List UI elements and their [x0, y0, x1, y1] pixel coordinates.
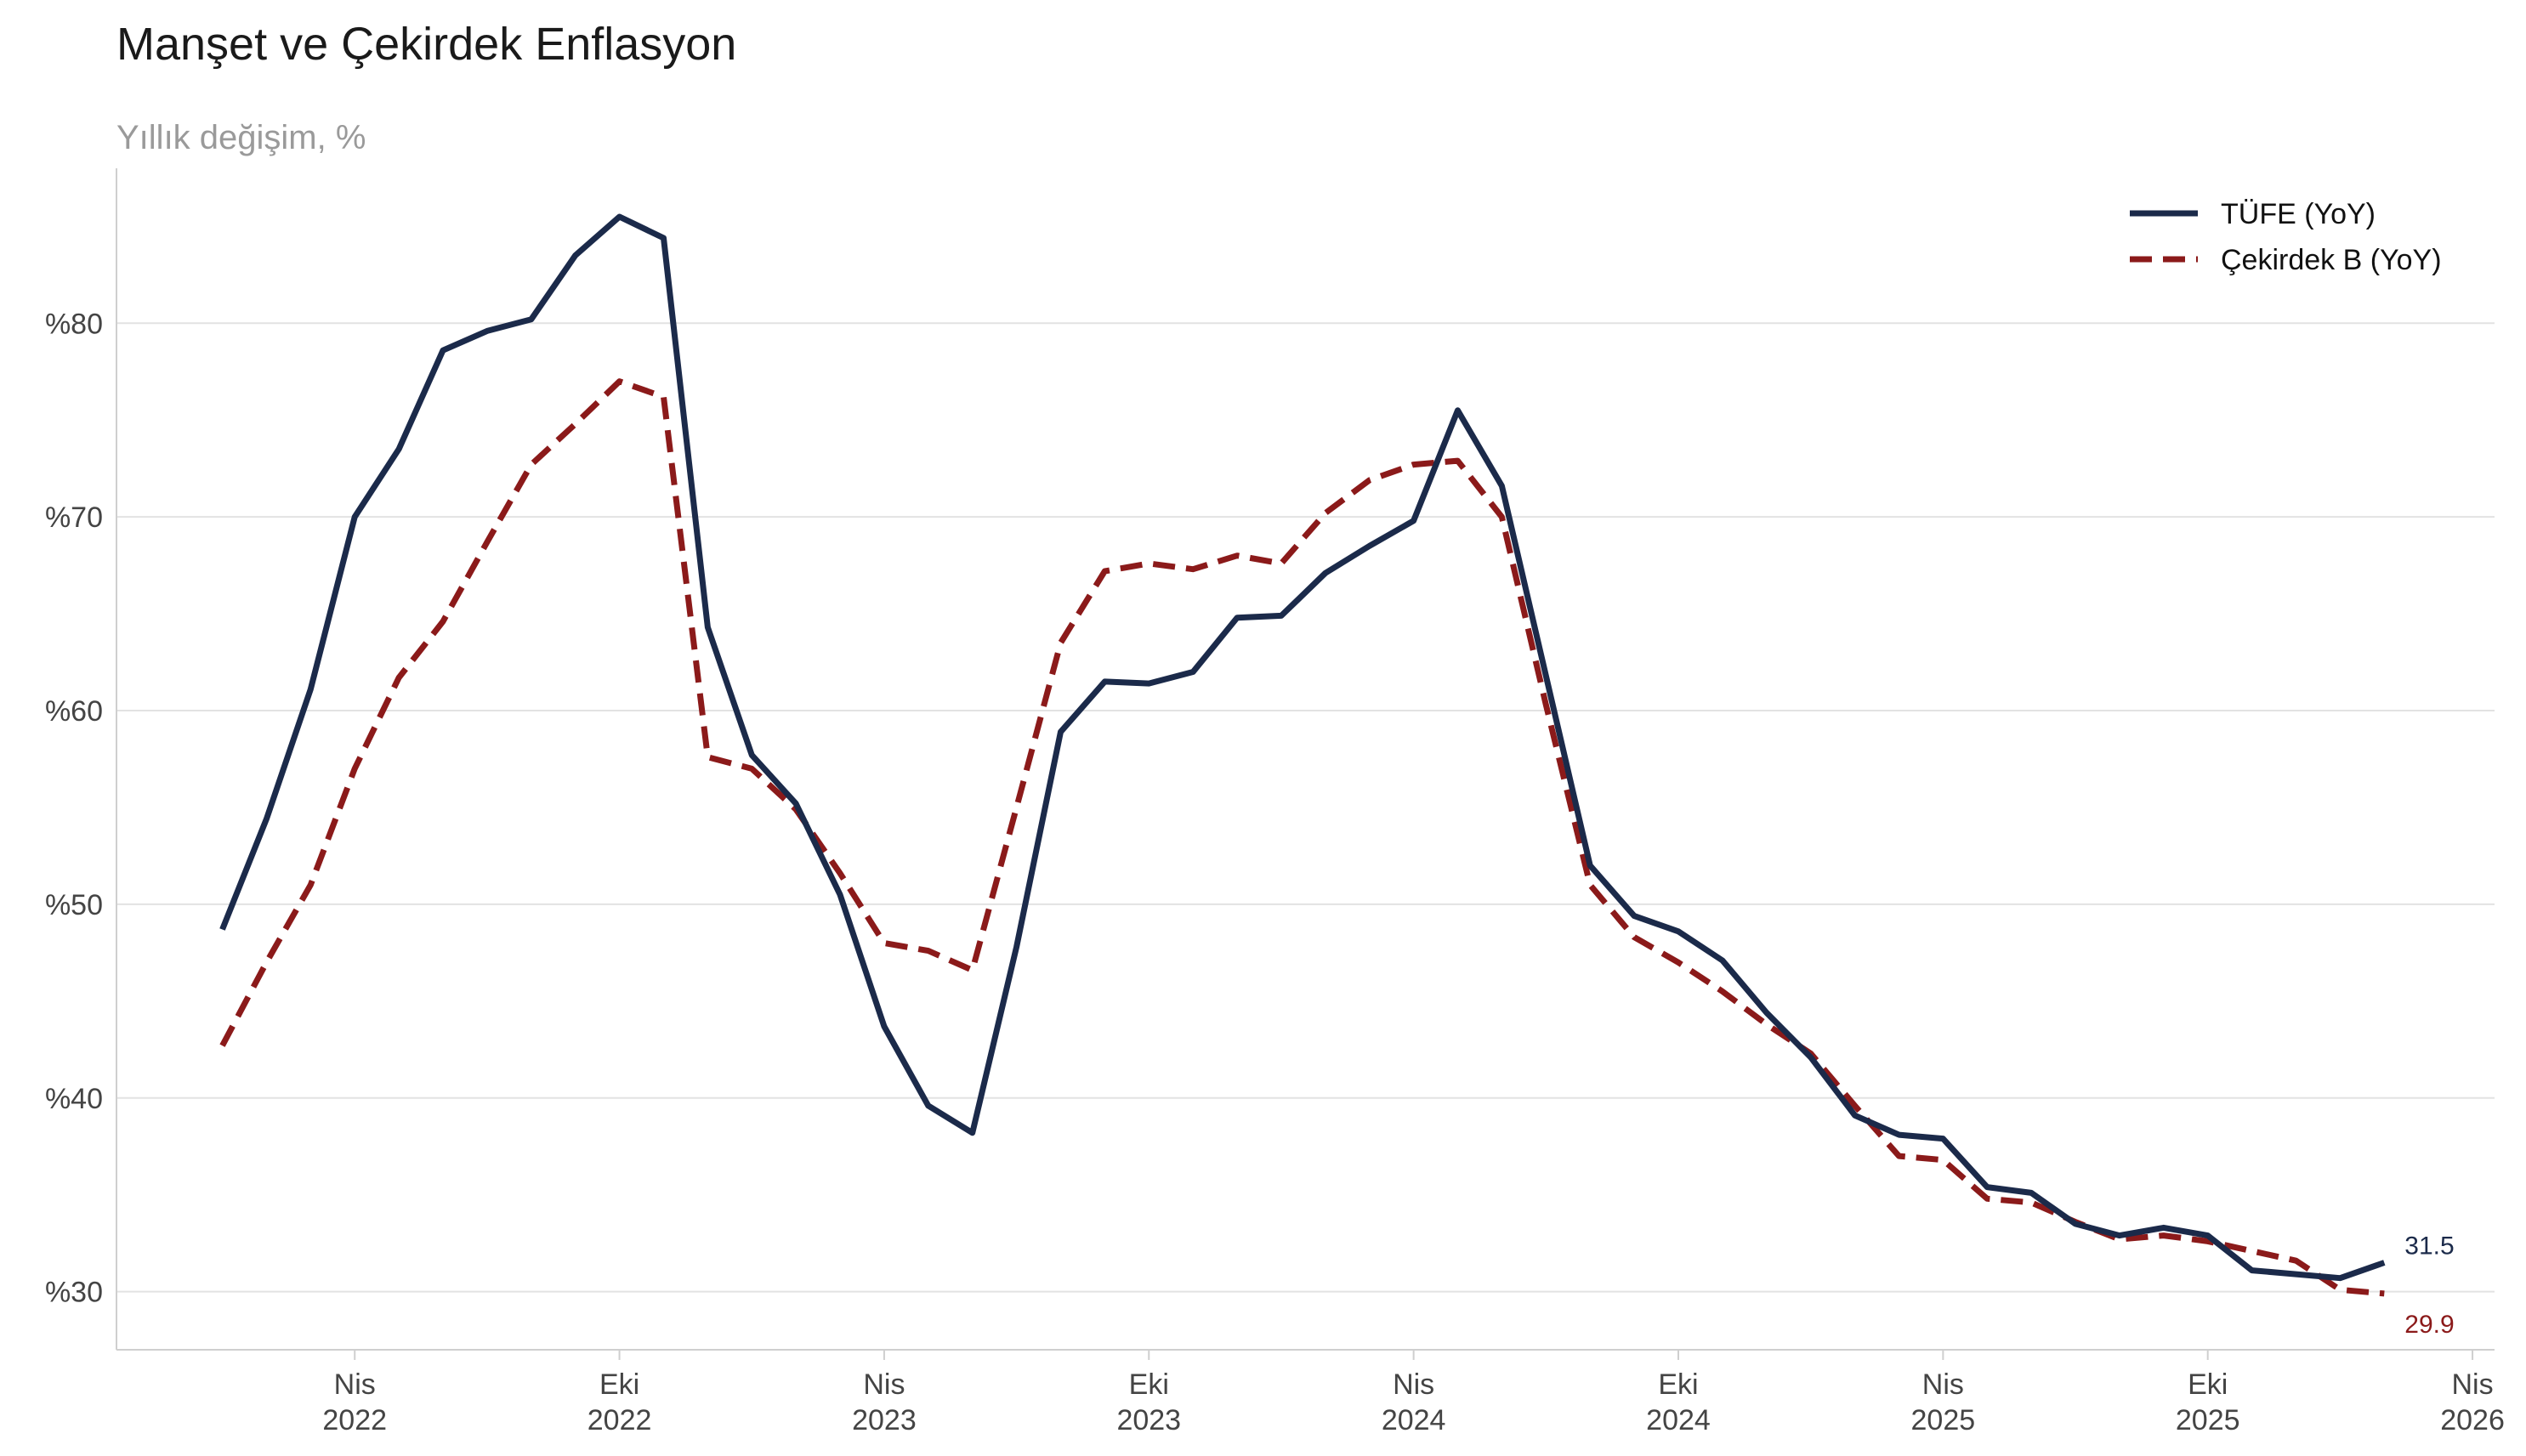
x-tick-month: Eki	[1129, 1368, 1169, 1401]
x-tick-year: 2024	[1382, 1404, 1446, 1436]
x-tick-year: 2026	[2440, 1404, 2505, 1436]
y-tick-label: %70	[45, 501, 103, 534]
series-line-ekirdek-b-yoy	[219, 378, 2385, 1297]
x-tick-month: Nis	[1393, 1368, 1434, 1401]
x-tick-year: 2024	[1646, 1404, 1711, 1436]
end-value-label: 31.5	[2404, 1232, 2454, 1260]
x-tick-month: Nis	[1922, 1368, 1964, 1401]
y-axis-ticks: %30 %40 %50 %60 %70 %80	[45, 308, 103, 1308]
legend: TÜFE (YoY) Çekirdek B (YoY)	[2130, 198, 2442, 276]
series-line-t-fe-yoy	[219, 213, 2386, 1282]
x-tick-year: 2022	[588, 1404, 652, 1436]
x-tick-year: 2022	[322, 1404, 387, 1436]
x-tick-month: Eki	[2188, 1368, 2228, 1401]
x-tick-year: 2025	[1911, 1404, 1976, 1436]
chart-subtitle: Yıllık değişim, %	[116, 119, 366, 156]
y-tick-label: %50	[45, 889, 103, 921]
series-lines	[219, 213, 2386, 1297]
chart-title: Manşet ve Çekirdek Enflasyon	[116, 19, 736, 70]
end-value-label: 29.9	[2404, 1311, 2454, 1339]
x-tick-month: Nis	[863, 1368, 905, 1401]
x-tick-year: 2025	[2176, 1404, 2240, 1436]
x-tick-month: Eki	[599, 1368, 639, 1401]
grid-lines	[116, 322, 2495, 1293]
x-tick-year: 2023	[1116, 1404, 1181, 1436]
x-tick-month: Eki	[1658, 1368, 1698, 1401]
legend-label-tufe: TÜFE (YoY)	[2221, 198, 2376, 230]
y-tick-label: %30	[45, 1277, 103, 1309]
legend-label-cekirdek-b: Çekirdek B (YoY)	[2221, 244, 2442, 276]
x-tick-month: Nis	[2451, 1368, 2493, 1401]
y-tick-label: %40	[45, 1083, 103, 1115]
x-tick-month: Nis	[334, 1368, 376, 1401]
x-axis-ticks: Nis2022Eki2022Nis2023Eki2023Nis2024Eki20…	[322, 1350, 2505, 1436]
y-tick-label: %60	[45, 695, 103, 728]
end-labels: 31.5 29.9	[2404, 1232, 2454, 1338]
axes	[116, 168, 2495, 1351]
y-tick-label: %80	[45, 308, 103, 340]
x-tick-year: 2023	[852, 1404, 917, 1436]
